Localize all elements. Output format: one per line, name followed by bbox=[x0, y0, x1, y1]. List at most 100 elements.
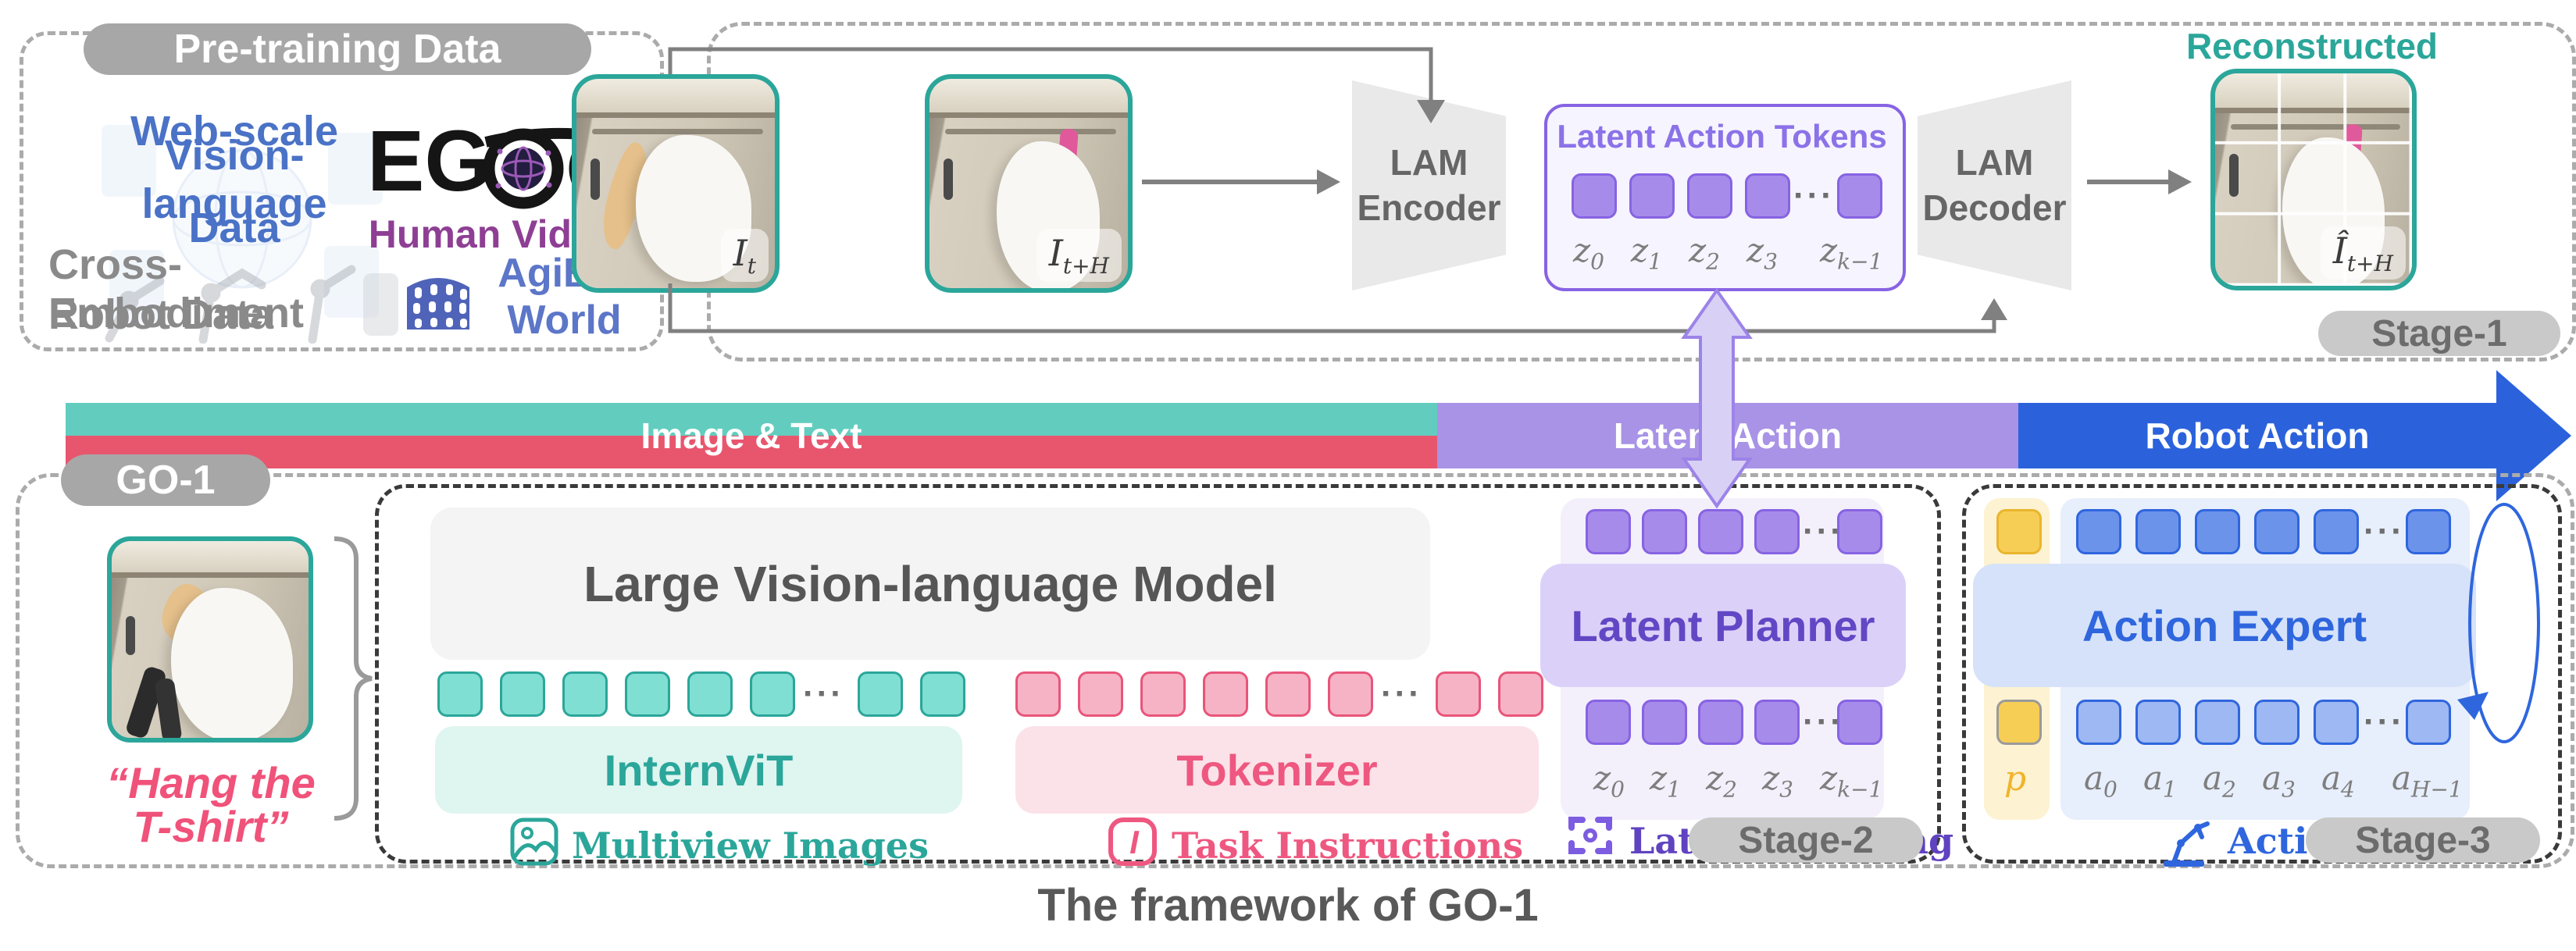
a-label: a3 bbox=[2262, 759, 2296, 803]
a-label: a0 bbox=[2084, 759, 2118, 803]
pretraining-title: Pre-training Data bbox=[173, 27, 501, 72]
photo-detail bbox=[112, 541, 309, 579]
reconstructed-label: Reconstructed bbox=[2185, 26, 2439, 66]
z-label: z1 bbox=[1631, 231, 1662, 275]
bar-image-text: Image & Text bbox=[66, 403, 1437, 468]
action-token bbox=[2135, 700, 2181, 745]
latent-action-tokens-title: Latent Action Tokens bbox=[1557, 118, 1887, 155]
z-label: z1 bbox=[1650, 759, 1681, 803]
ego4d-eg-text: EG bbox=[367, 113, 491, 209]
ellipsis: ··· bbox=[1381, 675, 1422, 713]
action-token bbox=[2314, 700, 2359, 745]
z-label: zk−1 bbox=[1820, 759, 1883, 803]
photo-detail bbox=[576, 79, 775, 118]
stage3-badge: Stage-3 bbox=[2306, 817, 2540, 863]
go1-badge: GO-1 bbox=[116, 458, 216, 503]
z-label: z0 bbox=[1573, 231, 1604, 275]
photo-detail bbox=[590, 158, 601, 201]
text-token bbox=[1436, 671, 1481, 717]
z-label: z3 bbox=[1762, 759, 1793, 803]
planner-token bbox=[1698, 509, 1743, 554]
planner-token bbox=[1754, 509, 1800, 554]
vision-token bbox=[500, 671, 545, 717]
photo-detail bbox=[170, 588, 293, 738]
frame-label-t: It bbox=[720, 228, 769, 282]
latent-token bbox=[1837, 173, 1882, 219]
z-label: z2 bbox=[1706, 759, 1737, 803]
go1-box bbox=[16, 473, 2574, 868]
cross-embodiment-line-1: Cross-Embodiment bbox=[48, 241, 305, 337]
proprio-token bbox=[1996, 700, 2042, 745]
planner-token bbox=[1698, 700, 1743, 745]
a-label: a2 bbox=[2203, 759, 2236, 803]
web-scale-line-3: Data bbox=[188, 205, 280, 251]
planner-token bbox=[1586, 509, 1631, 554]
lam-encoder-label: LAM bbox=[1390, 142, 1468, 183]
vision-token bbox=[750, 671, 795, 717]
vision-token bbox=[562, 671, 608, 717]
action-token bbox=[2254, 700, 2299, 745]
latent-token bbox=[1687, 173, 1732, 219]
frame-image-t: It bbox=[572, 74, 780, 293]
action-token bbox=[2195, 700, 2240, 745]
text-token bbox=[1498, 671, 1543, 717]
lam-decoder-label: LAM bbox=[1955, 142, 2034, 183]
robot-arm-icon bbox=[2164, 821, 2210, 867]
planner-token bbox=[1754, 700, 1800, 745]
text-token bbox=[1265, 671, 1311, 717]
vision-token bbox=[858, 671, 903, 717]
frame-label-t-plus-H: It+H bbox=[1036, 228, 1122, 282]
action-token bbox=[2254, 509, 2299, 554]
bar-latent-action: Latent Action bbox=[1437, 403, 2018, 468]
action-token bbox=[2406, 700, 2451, 745]
ellipsis: ··· bbox=[803, 675, 844, 713]
z-label: zk−1 bbox=[1820, 231, 1883, 275]
ellipsis: ··· bbox=[2364, 512, 2405, 550]
cross-embodiment-line-2: Robot Data bbox=[48, 291, 273, 338]
photo-detail bbox=[943, 158, 954, 201]
lam-decoder: LAM Decoder bbox=[1918, 80, 2071, 290]
web-scale-line-1: Web-scale bbox=[130, 108, 339, 155]
colosseum-icon bbox=[407, 278, 469, 329]
action-token bbox=[2195, 509, 2240, 554]
globe-icon bbox=[502, 148, 544, 190]
text-token bbox=[1015, 671, 1061, 717]
multiview-images-icon bbox=[510, 817, 558, 866]
instruction-letter: I bbox=[1129, 824, 1140, 860]
reconstructed-image: Ît+H bbox=[2210, 69, 2417, 290]
proprio-token bbox=[1996, 509, 2042, 554]
task-instructions-icon: I bbox=[1108, 817, 1157, 866]
web-scale-line-2: Vision-language bbox=[141, 132, 327, 227]
text-token bbox=[1140, 671, 1186, 717]
task-instruction-line-2: T-shirt” bbox=[133, 802, 289, 851]
latent-token bbox=[1745, 173, 1790, 219]
robot-arms-decoration bbox=[105, 265, 398, 344]
bar-robot-action: Robot Action bbox=[2018, 403, 2496, 468]
vlm-stage2-box bbox=[375, 484, 1941, 864]
frame-image-t-plus-H: It+H bbox=[925, 74, 1133, 293]
vision-token bbox=[437, 671, 483, 717]
photo-detail bbox=[125, 615, 136, 656]
vision-token bbox=[625, 671, 670, 717]
planner-token bbox=[1642, 700, 1687, 745]
action-token bbox=[2314, 509, 2359, 554]
planner-token bbox=[1586, 700, 1631, 745]
action-token bbox=[2135, 509, 2181, 554]
vision-token bbox=[920, 671, 965, 717]
photo-detail bbox=[945, 129, 1116, 135]
ellipsis: ··· bbox=[1793, 176, 1835, 215]
frame-label-recon: Ît+H bbox=[2320, 226, 2406, 280]
observation-image bbox=[107, 536, 313, 743]
web-data-decoration bbox=[102, 125, 383, 322]
task-instruction-line-1: “Hang the bbox=[106, 758, 316, 807]
task-instructions-label: Task Instructions bbox=[1172, 825, 1523, 867]
latent-token bbox=[1629, 173, 1675, 219]
lam-encoder: LAM Encoder bbox=[1352, 80, 1506, 290]
planner-token bbox=[1837, 509, 1882, 554]
a-label: a4 bbox=[2321, 759, 2355, 803]
text-token bbox=[1203, 671, 1248, 717]
p-label: p bbox=[2004, 759, 2027, 799]
stage3-box bbox=[1962, 484, 2562, 864]
photo-detail bbox=[929, 79, 1128, 118]
